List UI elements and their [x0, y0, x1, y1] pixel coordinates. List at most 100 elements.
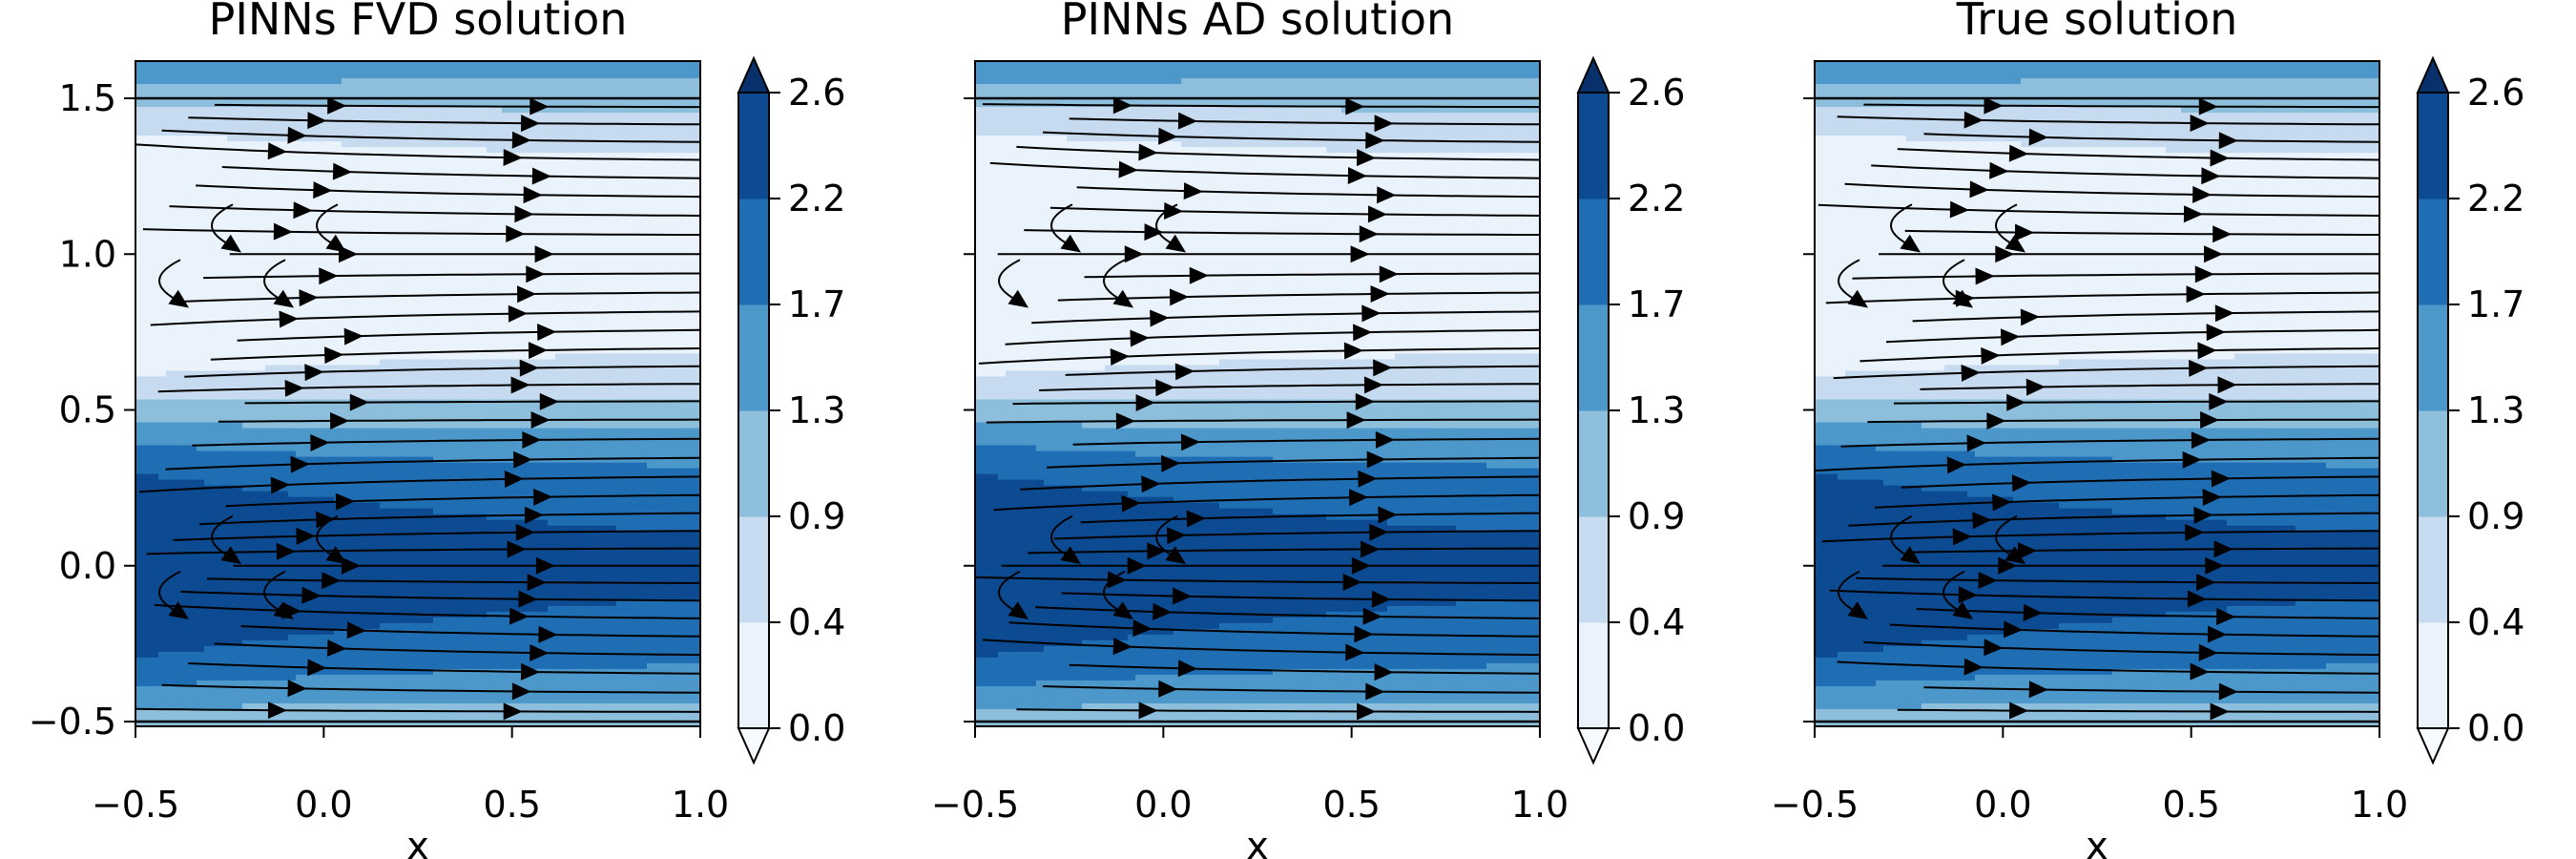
contour-cell: [166, 290, 175, 297]
contour-cell: [372, 680, 381, 687]
contour-cell: [280, 90, 289, 96]
contour-cell: [143, 479, 152, 487]
contour-cell: [158, 302, 167, 308]
contour-cell: [441, 267, 449, 274]
contour-cell: [380, 599, 388, 607]
contour-cell: [280, 462, 289, 470]
contour-cell: [311, 708, 320, 716]
contour-cell: [342, 136, 350, 142]
contour-cell: [143, 130, 152, 136]
contour-cell: [288, 101, 297, 108]
contour-cell: [242, 359, 251, 367]
contour-cell: [403, 536, 411, 544]
contour-cell: [166, 187, 175, 194]
contour-cell: [242, 685, 251, 693]
contour-cell: [288, 330, 297, 338]
contour-cell: [189, 473, 197, 481]
contour-cell: [441, 244, 449, 251]
contour-cell: [151, 628, 159, 636]
contour-cell: [166, 428, 175, 435]
contour-cell: [380, 485, 388, 492]
contour-cell: [250, 359, 259, 367]
contour-cell: [342, 468, 350, 475]
contour-cell: [158, 491, 167, 498]
contour-cell: [364, 588, 373, 596]
contour-cell: [349, 164, 358, 171]
contour-cell: [273, 720, 281, 726]
contour-cell: [410, 216, 419, 222]
contour-cell: [212, 720, 220, 726]
contour-cell: [288, 216, 297, 222]
contour-cell: [342, 697, 350, 704]
contour-cell: [181, 691, 190, 699]
contour-cell: [311, 153, 320, 159]
contour-cell: [143, 319, 152, 325]
contour-cell: [174, 554, 182, 561]
contour-cell: [372, 290, 381, 297]
contour-cell: [227, 267, 236, 274]
contour-cell: [380, 651, 388, 659]
contour-cell: [349, 193, 358, 199]
contour-cell: [380, 536, 388, 544]
contour-cell: [303, 559, 312, 567]
contour-cell: [372, 376, 381, 384]
contour-cell: [334, 296, 343, 303]
contour-cell: [174, 674, 182, 681]
contour-cell: [189, 113, 197, 119]
contour-cell: [265, 221, 274, 228]
contour-cell: [265, 216, 274, 222]
contour-cell: [372, 485, 381, 492]
contour-cell: [189, 422, 197, 430]
contour-cell: [197, 468, 205, 475]
contour-cell: [151, 365, 159, 372]
contour-cell: [395, 479, 404, 487]
contour-cell: [204, 410, 213, 418]
contour-cell: [380, 697, 388, 704]
contour-cell: [387, 216, 396, 222]
contour-cell: [357, 90, 365, 96]
contour-cell: [349, 239, 358, 245]
contour-cell: [143, 657, 152, 664]
contour-cell: [395, 130, 404, 136]
contour-cell: [441, 61, 449, 68]
contour-cell: [288, 176, 297, 182]
contour-cell: [448, 708, 457, 716]
contour-cell: [258, 330, 266, 338]
contour-cell: [410, 662, 419, 670]
contour-cell: [296, 73, 304, 79]
contour-cell: [151, 565, 159, 573]
contour-cell: [189, 445, 197, 452]
contour-cell: [197, 462, 205, 470]
contour-cell: [418, 485, 426, 492]
contour-cell: [219, 233, 228, 240]
contour-cell: [197, 554, 205, 561]
contour-cell: [212, 307, 220, 314]
contour-cell: [181, 233, 190, 240]
contour-cell: [403, 622, 411, 630]
contour-cell: [158, 485, 167, 492]
contour-cell: [166, 416, 175, 424]
contour-cell: [448, 313, 457, 320]
contour-cell: [311, 199, 320, 205]
contour-cell: [303, 508, 312, 515]
contour-cell: [448, 680, 457, 687]
contour-cell: [426, 73, 434, 79]
contour-cell: [273, 634, 281, 641]
contour-cell: [250, 382, 259, 389]
contour-cell: [197, 662, 205, 670]
contour-cell: [273, 124, 281, 131]
contour-cell: [135, 548, 144, 555]
contour-cell: [242, 199, 251, 205]
contour-cell: [418, 657, 426, 664]
contour-cell: [387, 176, 396, 182]
contour-cell: [372, 325, 381, 332]
contour-cell: [258, 617, 266, 624]
contour-cell: [433, 130, 442, 136]
contour-cell: [250, 118, 259, 125]
contour-cell: [280, 657, 289, 664]
contour-cell: [258, 479, 266, 487]
contour-cell: [364, 319, 373, 325]
contour-cell: [166, 393, 175, 401]
contour-cell: [441, 101, 449, 108]
contour-cell: [364, 296, 373, 303]
